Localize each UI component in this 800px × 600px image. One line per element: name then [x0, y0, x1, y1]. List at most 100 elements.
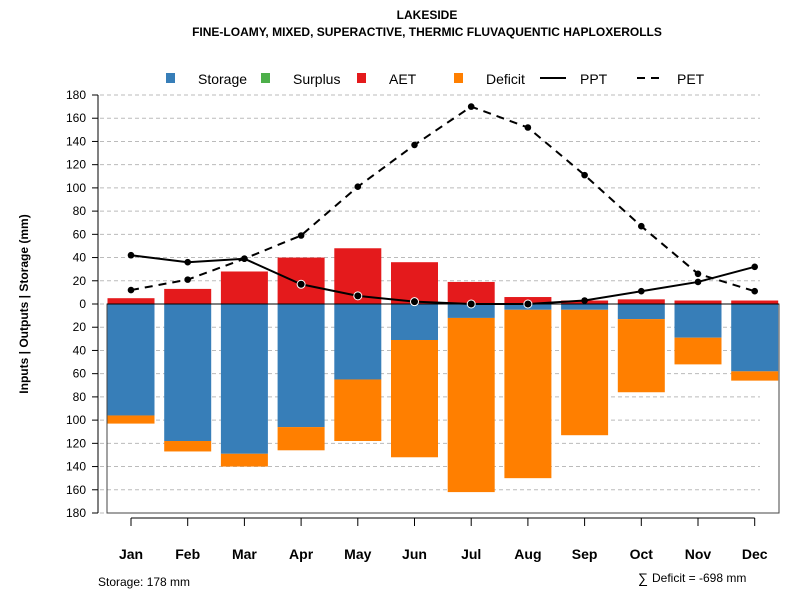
ppt-point	[241, 255, 248, 263]
bar-storage	[731, 304, 779, 372]
ppt-point	[184, 258, 191, 266]
series-lines	[127, 103, 758, 309]
x-tick-label: Feb	[175, 546, 200, 562]
ppt-point	[523, 299, 533, 309]
y-tick-label: 40	[73, 343, 87, 357]
y-axis-label: Inputs | Outputs | Storage (mm)	[17, 214, 31, 393]
y-tick-label: 140	[66, 460, 86, 474]
bar-storage	[277, 304, 325, 428]
bar-deficit	[277, 427, 325, 451]
legend: Storage Surplus AET Deficit PPT PET	[166, 71, 705, 87]
pet-point	[297, 232, 305, 239]
bar-aet	[391, 262, 438, 304]
x-tick-label: Sep	[572, 546, 598, 562]
ppt-point	[751, 263, 758, 271]
legend-label-surplus: Surplus	[293, 71, 340, 87]
chart-title: LAKESIDE	[397, 8, 458, 22]
y-tick-label: 100	[66, 413, 86, 427]
pet-point	[524, 124, 532, 131]
legend-swatch-surplus	[261, 73, 270, 83]
deficit-annotation: Deficit = -698 mm	[652, 571, 746, 585]
bar-storage	[164, 304, 212, 442]
x-tick-label: Dec	[742, 546, 768, 562]
legend-swatch-storage	[166, 73, 175, 83]
y-tick-label: 180	[66, 88, 86, 102]
pet-point	[581, 171, 588, 179]
y-tick-label: 20	[73, 320, 87, 334]
bar-storage	[391, 304, 438, 340]
bar-storage	[220, 304, 268, 454]
legend-swatch-aet	[357, 73, 366, 83]
bars	[107, 248, 779, 493]
y-tick-label: 60	[73, 227, 87, 241]
bar-aet	[164, 288, 212, 304]
bar-deficit	[561, 309, 609, 436]
pet-line	[130, 105, 755, 293]
x-axis: Jan Feb Mar Apr May Jun Jul Aug Sep Oct Nov Dec	[119, 517, 768, 562]
y-tick-label: 40	[73, 251, 87, 265]
sum-symbol: ∑	[638, 570, 648, 586]
pet-point	[411, 141, 418, 149]
y-tick-label: 160	[66, 111, 86, 125]
y-tick-label: 100	[66, 181, 86, 195]
legend-label-ppt: PPT	[580, 71, 608, 87]
bar-aet	[107, 298, 155, 304]
bar-deficit	[617, 319, 665, 393]
pet-point	[638, 222, 645, 230]
y-tick-label: 0	[79, 297, 86, 311]
y-tick-label: 60	[73, 367, 87, 381]
bar-deficit	[674, 337, 722, 365]
storage-annotation: Storage: 178 mm	[98, 575, 190, 589]
y-axis: 180 160 140 120 100 80 60 40 20 0 20 40 60 80 100 120 14…	[66, 88, 99, 520]
x-tick-label: Apr	[289, 546, 314, 562]
bar-storage	[107, 304, 155, 416]
x-tick-label: Jan	[119, 546, 143, 562]
bar-deficit	[164, 441, 212, 452]
bar-storage	[674, 304, 722, 338]
ppt-point	[638, 287, 645, 295]
legend-label-deficit: Deficit	[486, 71, 525, 87]
y-tick-label: 160	[66, 483, 86, 497]
bar-deficit	[391, 339, 438, 458]
bar-deficit	[107, 415, 155, 424]
y-tick-label: 120	[66, 436, 86, 450]
bar-aet	[447, 281, 495, 304]
x-tick-label: Jun	[402, 546, 427, 562]
bar-deficit	[334, 379, 382, 442]
ppt-point	[466, 299, 476, 309]
bar-storage	[617, 304, 665, 320]
bar-deficit	[447, 317, 495, 493]
ppt-point	[296, 279, 306, 289]
x-tick-label: Oct	[630, 546, 654, 562]
bar-deficit	[504, 309, 552, 479]
pet-point	[694, 270, 702, 278]
y-tick-label: 120	[66, 158, 86, 172]
ppt-point	[410, 297, 419, 307]
y-tick-label: 180	[66, 506, 86, 520]
legend-swatch-deficit	[454, 73, 463, 83]
pet-point	[467, 103, 475, 110]
x-tick-label: Aug	[514, 546, 541, 562]
pet-point	[751, 287, 758, 295]
x-tick-label: Mar	[232, 546, 257, 562]
pet-point	[127, 286, 135, 294]
bar-storage	[447, 304, 495, 318]
bar-deficit	[220, 453, 268, 467]
pet-point	[354, 183, 362, 191]
bar-aet	[617, 299, 665, 304]
x-tick-label: May	[344, 546, 371, 562]
ppt-line	[130, 254, 755, 305]
bar-aet	[674, 300, 722, 304]
pet-point	[184, 276, 191, 283]
ppt-point	[694, 278, 702, 286]
y-tick-label: 80	[73, 204, 87, 218]
y-tick-label: 140	[66, 134, 86, 148]
legend-label-storage: Storage	[198, 71, 247, 87]
x-tick-label: Nov	[685, 546, 712, 562]
x-tick-label: Jul	[461, 546, 481, 562]
ppt-point	[581, 297, 588, 304]
legend-label-pet: PET	[677, 71, 705, 87]
bar-aet	[731, 300, 779, 304]
y-tick-label: 80	[73, 390, 87, 404]
